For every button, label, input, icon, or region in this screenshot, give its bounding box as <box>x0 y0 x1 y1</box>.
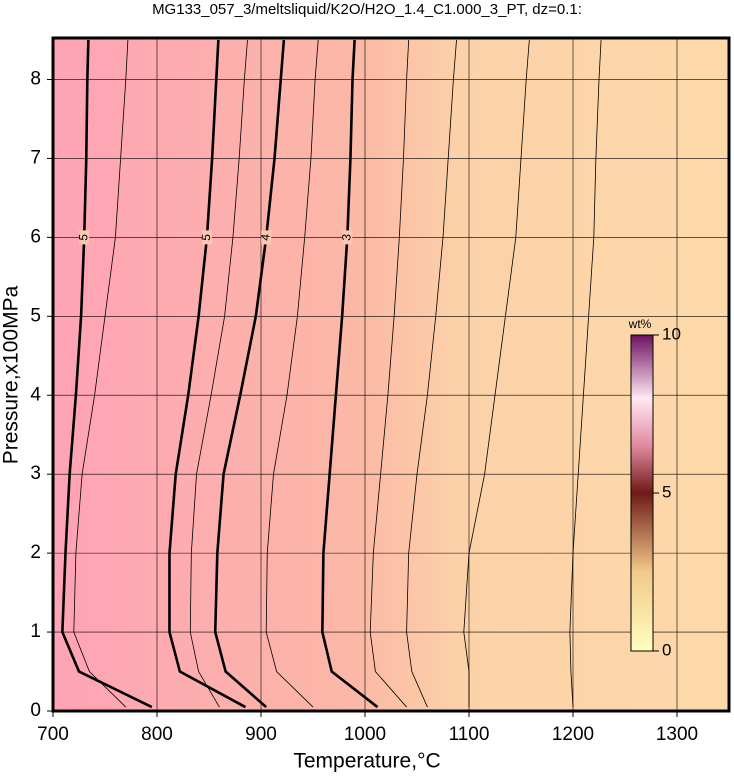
contour-line <box>168 39 247 709</box>
colorbar <box>630 334 654 652</box>
x-tick-label: 700 <box>37 724 69 745</box>
x-tick-label: 1000 <box>344 724 386 745</box>
contour-label: 3 <box>339 233 354 241</box>
chart-title: MG133_057_3/meltsliquid/K2O/H2O_1.4_C1.0… <box>152 1 582 18</box>
y-tick-label: 0 <box>30 700 41 721</box>
contour-label-bg <box>201 230 212 245</box>
plot-area: 5 5 4 3 <box>52 38 729 712</box>
x-tick-label: 800 <box>141 724 173 745</box>
y-tick-label: 2 <box>30 542 41 563</box>
y-tick-label: 4 <box>30 384 41 405</box>
plot-background <box>53 38 729 711</box>
y-tick-label: 5 <box>30 305 41 326</box>
contour-line <box>213 39 286 709</box>
contour-line <box>321 39 379 709</box>
contour-label: 4 <box>258 233 273 241</box>
plot-frame <box>51 36 731 713</box>
contour-label-bg <box>79 230 90 245</box>
y-tick-label: 8 <box>30 68 41 89</box>
contour-line <box>73 39 129 708</box>
x-tick-label: 1100 <box>449 724 490 745</box>
colorbar-tick-label: 10 <box>662 324 681 343</box>
contour-label-bg <box>261 230 272 245</box>
y-tick-label: 1 <box>30 621 41 642</box>
y-tick-label: 6 <box>30 226 41 247</box>
x-tick-label: 900 <box>245 724 277 745</box>
contour-line <box>189 39 248 708</box>
colorbar-label: wt% <box>628 317 652 331</box>
x-tick-label: 1300 <box>656 724 698 745</box>
contour-line <box>265 39 319 708</box>
contour-line <box>569 39 602 708</box>
contour-line <box>369 39 410 708</box>
y-axis-label: Pressure,x100MPa <box>0 285 23 464</box>
contour-line <box>61 39 153 709</box>
y-tick-label: 3 <box>30 463 41 484</box>
contour-label: 5 <box>199 233 214 241</box>
x-tick-label: 1200 <box>552 724 594 745</box>
contour-line <box>463 39 530 708</box>
y-tick-label: 7 <box>30 147 41 168</box>
contour-label: 5 <box>76 233 91 241</box>
x-axis-label: Temperature,°C <box>293 750 440 773</box>
colorbar-tick-label: 5 <box>662 482 671 501</box>
contour-label-bg <box>342 230 353 245</box>
colorbar-tick-label: 0 <box>662 640 671 659</box>
contour-line <box>406 39 457 708</box>
